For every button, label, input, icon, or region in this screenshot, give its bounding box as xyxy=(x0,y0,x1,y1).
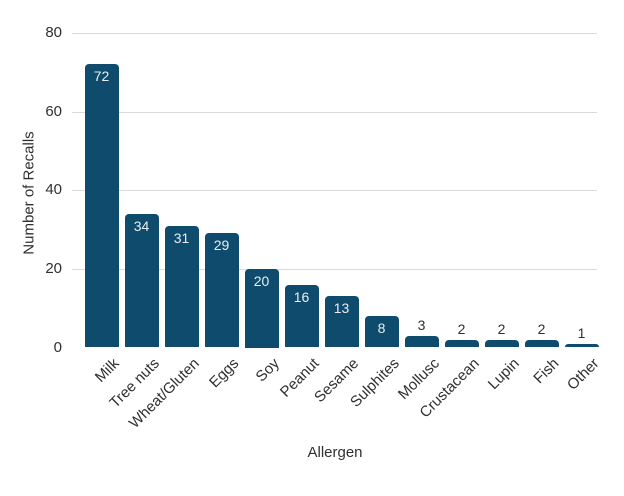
gridline-20 xyxy=(72,268,597,270)
bar-value-label: 20 xyxy=(253,272,270,289)
x-axis-title: Allergen xyxy=(307,444,363,461)
bar-eggs xyxy=(204,233,239,348)
bar-peanut xyxy=(284,284,319,348)
bar-value-label: 1 xyxy=(577,324,586,341)
bar-soy xyxy=(244,268,279,348)
ytick-label-40: 40 xyxy=(45,181,62,199)
bar-value-label: 2 xyxy=(537,320,546,337)
xtick-label-other: Other xyxy=(563,355,603,394)
ytick-label-0: 0 xyxy=(53,338,62,356)
bar-value-label: 2 xyxy=(497,320,506,337)
bar-value-label: 13 xyxy=(333,300,350,317)
bar-value-label: 29 xyxy=(213,237,230,254)
ytick-label-60: 60 xyxy=(45,102,62,120)
bar-sesame xyxy=(324,296,359,348)
bar-milk xyxy=(84,64,119,348)
bar-lupin xyxy=(484,339,519,348)
bar-value-label: 3 xyxy=(417,316,426,333)
xtick-label-fish: Fish xyxy=(530,355,563,388)
ytick-label-20: 20 xyxy=(45,259,62,277)
bar-other xyxy=(564,343,599,348)
gridline-60 xyxy=(72,111,597,113)
xtick-label-eggs: Eggs xyxy=(206,355,243,392)
xtick-label-lupin: Lupin xyxy=(484,355,523,393)
ytick-label-80: 80 xyxy=(45,24,62,41)
xtick-label-soy: Soy xyxy=(252,355,283,386)
bar-sulphites xyxy=(364,316,399,348)
gridline-40 xyxy=(72,190,597,192)
bar-value-label: 72 xyxy=(93,68,110,85)
bar-value-label: 31 xyxy=(173,229,190,246)
xtick-label-milk: Milk xyxy=(91,355,123,386)
bar-wheat-gluten xyxy=(164,225,199,348)
bar-value-label: 34 xyxy=(133,217,150,234)
bar-fish xyxy=(524,339,559,348)
bar-mollusc xyxy=(404,335,439,348)
bar-value-label: 8 xyxy=(377,320,386,337)
xtick-label-wheat-gluten: Wheat/Gluten xyxy=(125,355,203,432)
bar-value-label: 2 xyxy=(457,320,466,337)
gridline-80 xyxy=(72,33,597,34)
bar-crustacean xyxy=(444,339,479,348)
bar-tree-nuts xyxy=(124,213,159,348)
bar-value-label: 16 xyxy=(293,288,310,305)
